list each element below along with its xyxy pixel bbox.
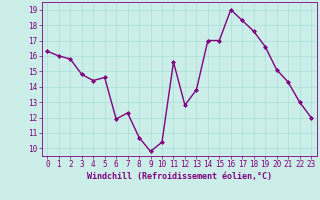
X-axis label: Windchill (Refroidissement éolien,°C): Windchill (Refroidissement éolien,°C) xyxy=(87,172,272,181)
